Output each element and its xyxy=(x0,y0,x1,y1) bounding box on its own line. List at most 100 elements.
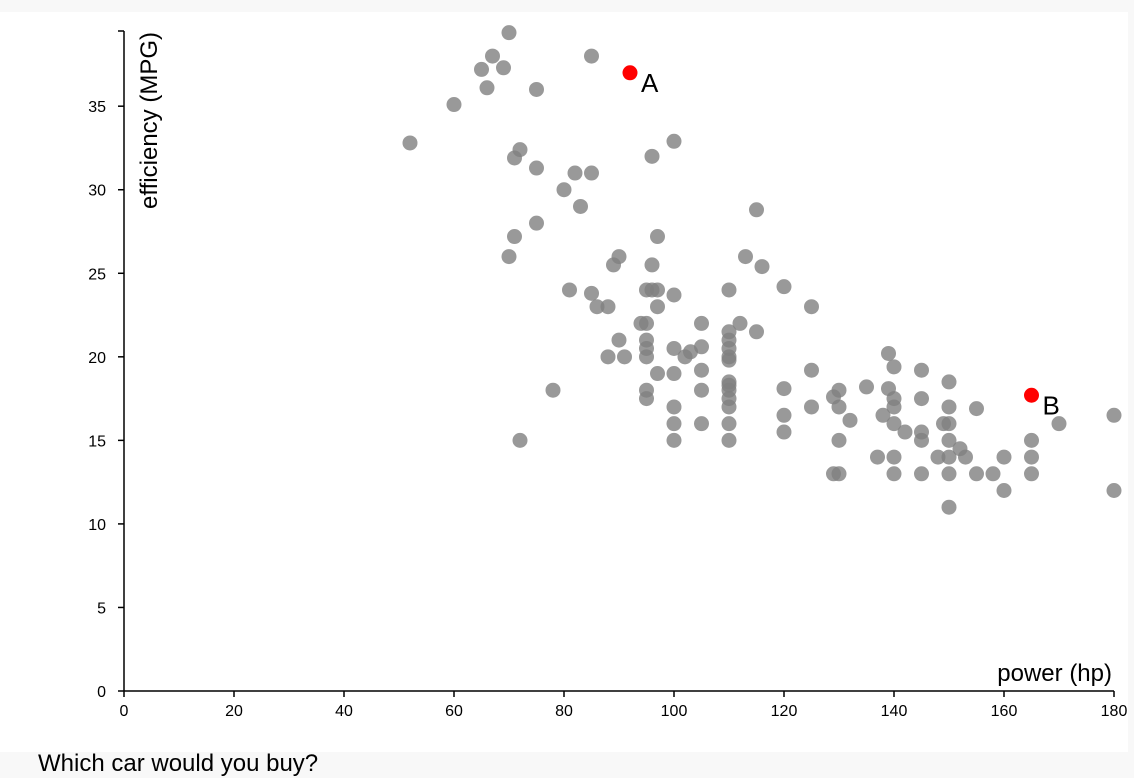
data-point xyxy=(881,345,896,361)
y-tick-label: 0 xyxy=(97,684,106,701)
data-point xyxy=(617,349,632,365)
data-point xyxy=(958,449,973,465)
data-point xyxy=(776,407,792,423)
data-point xyxy=(666,416,682,432)
y-tick-label: 20 xyxy=(88,350,106,367)
data-point xyxy=(914,362,929,378)
data-point xyxy=(732,315,748,331)
data-point xyxy=(804,362,819,378)
data-point xyxy=(529,160,544,176)
data-point xyxy=(600,299,616,315)
data-point xyxy=(485,48,500,64)
x-axis-ticks: 0 20 40 60 80 100 120 140 160 180 xyxy=(120,691,1127,720)
data-point xyxy=(1024,432,1039,448)
data-point xyxy=(644,148,660,164)
data-point xyxy=(694,362,709,378)
data-point xyxy=(941,399,957,415)
highlight-point-a xyxy=(622,65,638,81)
data-point xyxy=(600,349,616,365)
data-point xyxy=(886,466,902,482)
x-tick-label: 40 xyxy=(335,703,353,720)
y-tick-label: 30 xyxy=(88,183,106,200)
highlight-label-a: A xyxy=(641,68,659,98)
data-point xyxy=(694,382,709,398)
data-point xyxy=(886,359,902,375)
data-point xyxy=(914,432,929,448)
data-point xyxy=(969,401,984,417)
y-axis-ticks: 0 5 10 15 20 25 30 35 xyxy=(88,30,124,701)
x-tick-label: 140 xyxy=(881,703,908,720)
data-point xyxy=(804,399,819,415)
data-point xyxy=(529,81,544,97)
highlight-label-b: B xyxy=(1043,390,1060,420)
data-point xyxy=(859,379,874,395)
data-point xyxy=(776,381,792,397)
y-axis-title: efficiency (MPG) xyxy=(136,32,163,209)
data-point xyxy=(776,279,792,295)
data-point xyxy=(589,299,605,315)
data-point xyxy=(914,466,929,482)
data-point xyxy=(941,416,957,432)
data-point xyxy=(831,466,847,482)
x-tick-label: 20 xyxy=(225,703,243,720)
data-point xyxy=(584,165,599,181)
x-tick-label: 60 xyxy=(445,703,463,720)
data-point xyxy=(507,229,522,245)
data-point xyxy=(529,215,544,231)
data-point xyxy=(512,142,528,158)
data-point xyxy=(721,352,737,368)
data-point xyxy=(886,416,902,432)
data-point xyxy=(512,432,528,448)
data-point xyxy=(941,374,957,390)
data-point xyxy=(831,382,847,398)
data-point xyxy=(694,339,709,355)
x-tick-label: 0 xyxy=(120,703,129,720)
data-point xyxy=(738,249,753,265)
highlight-point-b xyxy=(1024,387,1039,403)
data-point xyxy=(941,499,957,515)
x-tick-label: 80 xyxy=(555,703,573,720)
data-point xyxy=(573,198,588,214)
data-point xyxy=(1024,449,1039,465)
data-point xyxy=(639,349,654,365)
data-point xyxy=(1106,482,1122,498)
data-point xyxy=(721,432,737,448)
data-point xyxy=(650,229,665,245)
data-point xyxy=(666,399,682,415)
data-point xyxy=(694,416,709,432)
data-point xyxy=(996,482,1012,498)
data-point xyxy=(650,366,665,382)
data-point xyxy=(721,416,737,432)
data-point xyxy=(694,315,709,331)
data-point xyxy=(1051,416,1067,432)
question-text: Which car would you buy? xyxy=(38,750,319,777)
data-point xyxy=(584,48,599,64)
data-point xyxy=(1024,466,1039,482)
data-point xyxy=(941,432,957,448)
data-point xyxy=(875,407,891,423)
data-point xyxy=(842,412,858,428)
data-point xyxy=(474,61,489,77)
y-tick-label: 35 xyxy=(88,99,106,116)
data-point xyxy=(611,332,627,348)
data-point xyxy=(886,449,902,465)
data-point xyxy=(831,399,847,415)
data-point xyxy=(930,449,946,465)
data-point xyxy=(941,449,957,465)
data-point xyxy=(666,287,682,303)
y-tick-label: 5 xyxy=(97,600,106,617)
data-point xyxy=(584,285,599,301)
data-point xyxy=(941,466,957,482)
data-point xyxy=(996,449,1012,465)
data-point xyxy=(479,80,495,96)
data-point xyxy=(666,340,682,356)
data-point xyxy=(897,424,913,440)
y-tick-label: 25 xyxy=(88,266,106,283)
data-point xyxy=(501,249,517,265)
data-point xyxy=(776,424,792,440)
data-point xyxy=(804,299,819,315)
data-point xyxy=(446,97,462,113)
data-point xyxy=(650,282,665,298)
y-tick-label: 15 xyxy=(88,433,106,450)
data-point xyxy=(567,165,583,181)
